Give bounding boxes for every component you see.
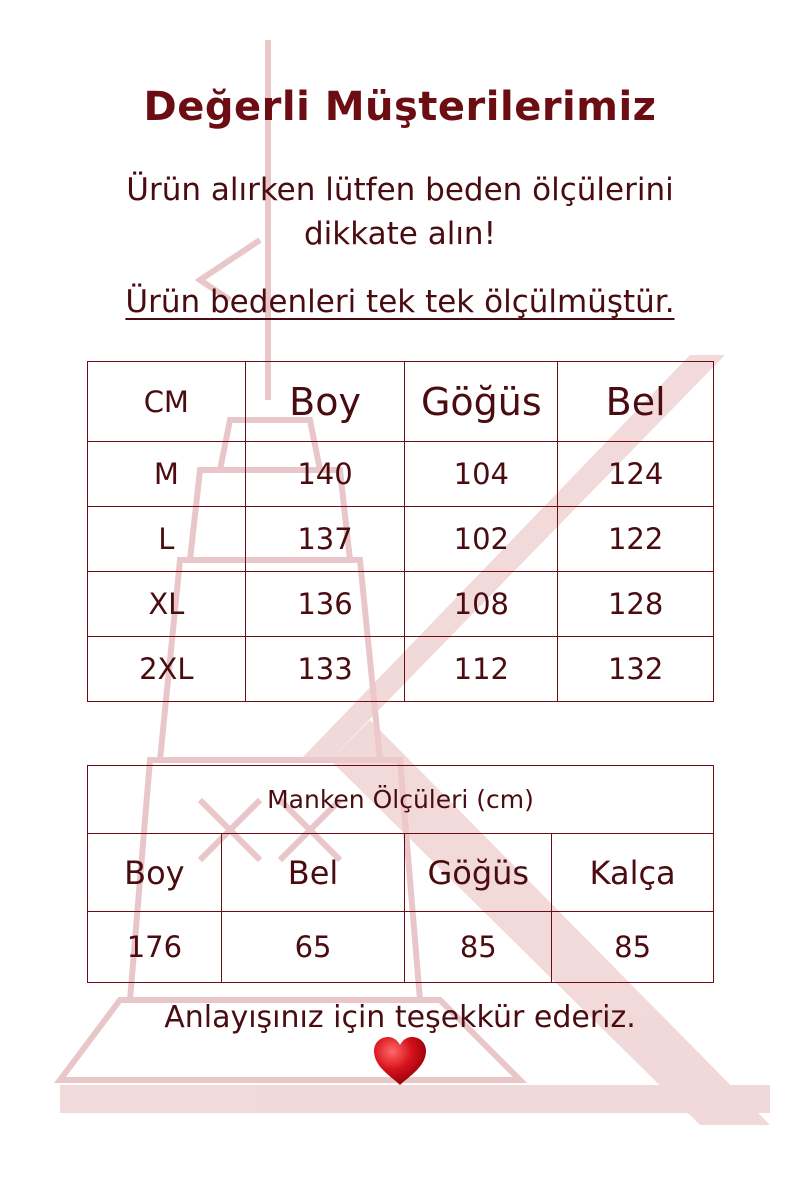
size-table: CM Boy Göğüs Bel M 140 104 124 L 137 102…	[87, 361, 714, 702]
header-cell-unit: CM	[87, 361, 246, 442]
value-cell: 128	[557, 571, 714, 637]
header-cell-gogus: Göğüs	[404, 833, 553, 912]
measurement-note-text: Ürün bedenleri tek tek ölçülmüştür.	[125, 284, 675, 320]
value-cell: 65	[220, 911, 406, 983]
value-cell: 136	[244, 571, 406, 637]
value-cell: 137	[244, 506, 406, 572]
model-table-caption: Manken Ölçüleri (cm)	[87, 765, 714, 834]
value-cell: 102	[404, 506, 559, 572]
value-cell: 176	[87, 911, 222, 983]
table-row: XL 136 108 128	[87, 571, 714, 637]
header-cell-gogus: Göğüs	[404, 361, 559, 442]
subtitle-line-1: Ürün alırken lütfen beden ölçülerini	[126, 172, 674, 208]
value-cell: 85	[404, 911, 553, 983]
measurement-note: Ürün bedenleri tek tek ölçülmüştür.	[0, 284, 800, 320]
table-row: M 140 104 124	[87, 441, 714, 507]
value-cell: 132	[557, 636, 714, 702]
value-cell: 122	[557, 506, 714, 572]
model-table-caption-row: Manken Ölçüleri (cm)	[87, 765, 714, 834]
value-cell: 108	[404, 571, 559, 637]
header-cell-bel: Bel	[557, 361, 714, 442]
model-table-header: Boy Bel Göğüs Kalça	[87, 833, 714, 912]
header-cell-boy: Boy	[87, 833, 222, 912]
value-cell: 140	[244, 441, 406, 507]
header-cell-kalca: Kalça	[551, 833, 714, 912]
heart-icon	[374, 1037, 426, 1085]
header-cell-bel: Bel	[220, 833, 406, 912]
value-cell: 133	[244, 636, 406, 702]
subtitle-line-2: dikkate alın!	[303, 216, 497, 252]
page-title: Değerli Müşterilerimiz	[143, 84, 657, 130]
size-table-header: CM Boy Göğüs Bel	[87, 361, 714, 442]
table-row: L 137 102 122	[87, 506, 714, 572]
size-cell: M	[87, 441, 246, 507]
table-row: 2XL 133 112 132	[87, 636, 714, 702]
header-cell-boy: Boy	[244, 361, 406, 442]
model-measurements-table: Manken Ölçüleri (cm) Boy Bel Göğüs Kalça…	[87, 765, 714, 983]
value-cell: 85	[551, 911, 714, 983]
size-cell: 2XL	[87, 636, 246, 702]
value-cell: 104	[404, 441, 559, 507]
size-cell: L	[87, 506, 246, 572]
value-cell: 124	[557, 441, 714, 507]
table-row: 176 65 85 85	[87, 911, 714, 983]
thank-you-text: Anlayışınız için teşekkür ederiz.	[164, 1000, 636, 1035]
value-cell: 112	[404, 636, 559, 702]
subtitle: Ürün alırken lütfen beden ölçülerini dik…	[0, 168, 800, 256]
size-cell: XL	[87, 571, 246, 637]
